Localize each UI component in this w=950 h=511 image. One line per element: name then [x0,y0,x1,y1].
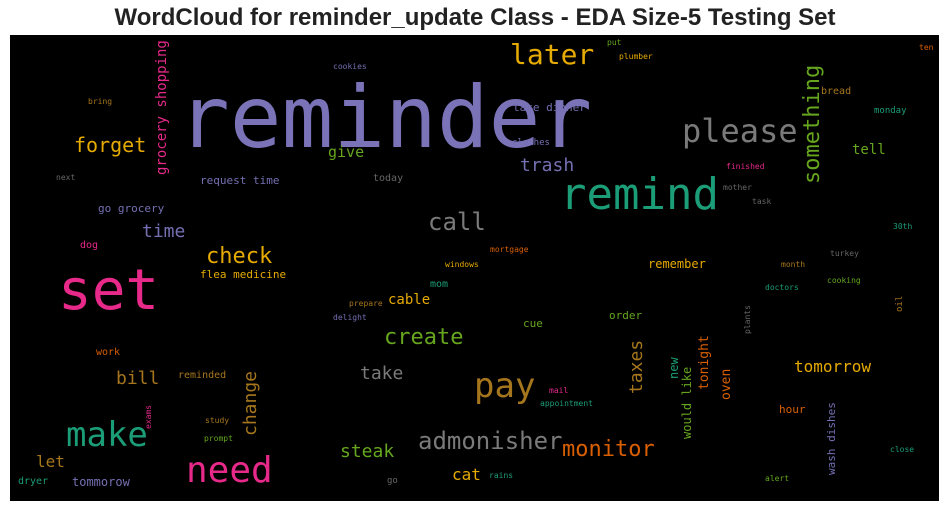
cloud-word: remember [648,257,706,271]
cloud-word: oil [895,295,905,312]
cloud-word: please [682,112,798,150]
cloud-word: prompt [204,434,233,443]
cloud-word: 30th [893,222,913,231]
cloud-word: next [56,173,76,182]
cloud-word: mortgage [490,245,529,254]
cloud-word: appointment [540,399,593,408]
cloud-word: check [206,244,273,269]
cloud-word: tommorow [72,475,130,489]
cloud-word: make [66,415,148,455]
cloud-word: go grocery [98,202,165,215]
cloud-word: rains [489,471,514,480]
cloud-word: plumber [619,52,653,61]
cloud-word: cooking [827,276,861,285]
cloud-word: flea medicine [200,268,287,281]
cloud-word: alert [765,474,790,483]
cloud-word: need [186,450,273,491]
word-cloud: reminder set remind need make please pay later s… [10,35,939,501]
cloud-word: tell [852,142,886,158]
cloud-word: remind [560,169,719,220]
cloud-word: cat [452,465,481,484]
cloud-word: mail [549,386,569,395]
cloud-word: would like [680,366,694,439]
cloud-word: change [240,370,261,436]
cloud-word: cookies [333,62,367,71]
cloud-word: put [607,38,622,47]
cloud-word: windows [445,260,479,269]
cloud-word: grocery shopping [154,40,170,175]
cloud-word: create [384,325,464,350]
cloud-word: take dinner [513,101,586,114]
cloud-word: admonisher [418,427,563,455]
cloud-word: bread [821,86,852,97]
cloud-word: request time [200,174,280,187]
cloud-word: let [36,452,65,471]
cloud-word: set [58,258,160,323]
cloud-word: turkey [830,249,859,258]
cloud-word: ten [919,43,934,52]
cloud-word: reminder [178,68,593,168]
cloud-word: hour [779,403,806,416]
cloud-word: prepare [349,299,383,308]
cloud-word: close [890,445,915,454]
cloud-word: dryer [18,476,49,487]
cloud-word: finished [726,162,765,171]
cloud-word: pay [474,366,536,406]
cloud-word: something [800,64,825,184]
cloud-word: tomorrow [794,357,872,376]
cloud-word: reminded [178,370,227,381]
cloud-word: oven [719,368,734,400]
cloud-word: call [428,208,486,236]
cloud-word: tonight [697,335,712,390]
cloud-word: monitor [562,437,655,462]
cloud-word: plants [743,305,752,334]
cloud-word: clothes [512,138,550,148]
cloud-word: bring [88,97,113,106]
cloud-word: mother [723,183,752,192]
cloud-word: give [328,143,365,161]
cloud-word: today [373,173,404,184]
cloud-word: take [360,363,404,384]
cloud-word: go [387,476,398,486]
cloud-word: bill [116,368,160,389]
cloud-word: trash [520,155,575,176]
cloud-word: task [752,197,772,206]
cloud-word: time [142,221,186,242]
cloud-word: cue [523,317,543,330]
cloud-word: work [96,347,121,358]
cloud-word: cable [388,292,431,308]
cloud-word: forget [74,133,147,157]
chart-title: WordCloud for reminder_update Class - ED… [114,4,836,31]
cloud-word: exams [144,404,153,429]
cloud-word: delight [333,313,367,322]
cloud-word: steak [340,441,395,462]
cloud-word: doctors [765,283,799,292]
cloud-word: wash dishes [825,402,838,475]
cloud-word: taxes [626,339,647,394]
cloud-word: dog [80,240,99,251]
cloud-word: month [781,260,806,269]
cloud-word: mom [430,279,449,290]
cloud-word: order [609,309,643,322]
cloud-word: monday [874,106,907,116]
cloud-word: later [510,38,595,71]
cloud-word: study [205,416,230,425]
cloud-word: new [667,357,681,379]
